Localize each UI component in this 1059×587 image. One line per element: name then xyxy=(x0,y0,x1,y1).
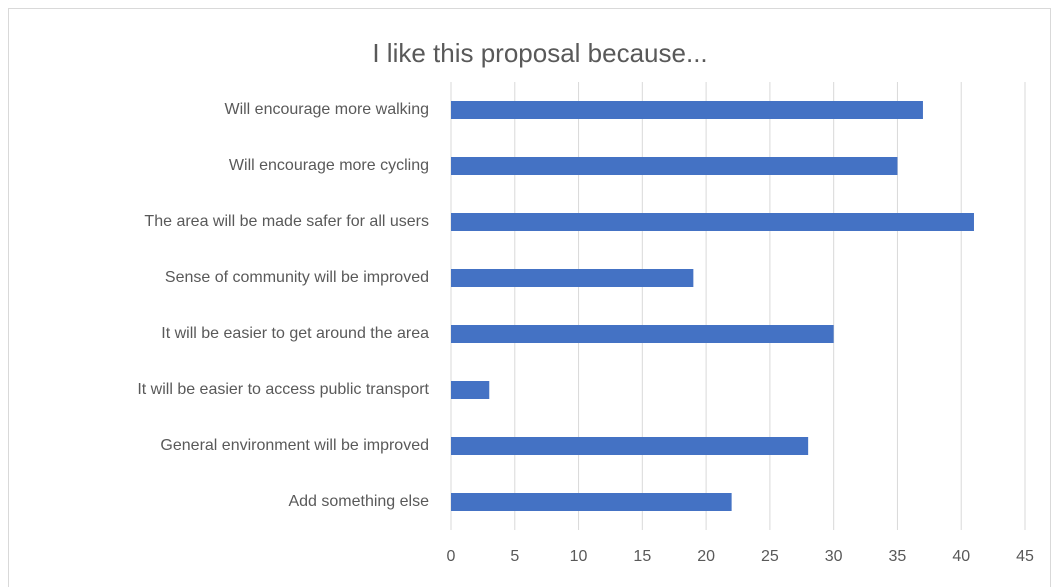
x-tick-label: 10 xyxy=(570,548,588,565)
x-tick-label: 15 xyxy=(633,548,651,565)
bar xyxy=(451,157,898,175)
bar xyxy=(451,325,834,343)
x-tick-label: 40 xyxy=(952,548,970,565)
y-tick-label: General environment will be improved xyxy=(160,437,429,454)
bar xyxy=(451,269,694,287)
y-tick-label: Will encourage more walking xyxy=(224,101,429,118)
bar xyxy=(451,493,732,511)
bar xyxy=(451,381,490,399)
bar xyxy=(451,437,809,455)
x-tick-label: 5 xyxy=(510,548,519,565)
y-tick-label: Sense of community will be improved xyxy=(165,269,429,286)
x-tick-label: 25 xyxy=(761,548,779,565)
y-tick-label: Add something else xyxy=(288,493,429,510)
y-tick-label: It will be easier to get around the area xyxy=(161,325,429,342)
y-tick-label: It will be easier to access public trans… xyxy=(137,381,429,398)
chart-title: I like this proposal because... xyxy=(372,38,707,68)
bar xyxy=(451,101,923,119)
y-tick-label: Will encourage more cycling xyxy=(229,157,429,174)
y-tick-label: The area will be made safer for all user… xyxy=(144,213,429,230)
x-tick-label: 20 xyxy=(697,548,715,565)
x-tick-label: 30 xyxy=(825,548,843,565)
x-tick-label: 35 xyxy=(889,548,907,565)
x-tick-label: 45 xyxy=(1016,548,1034,565)
bar xyxy=(451,213,974,231)
x-tick-label: 0 xyxy=(447,548,456,565)
